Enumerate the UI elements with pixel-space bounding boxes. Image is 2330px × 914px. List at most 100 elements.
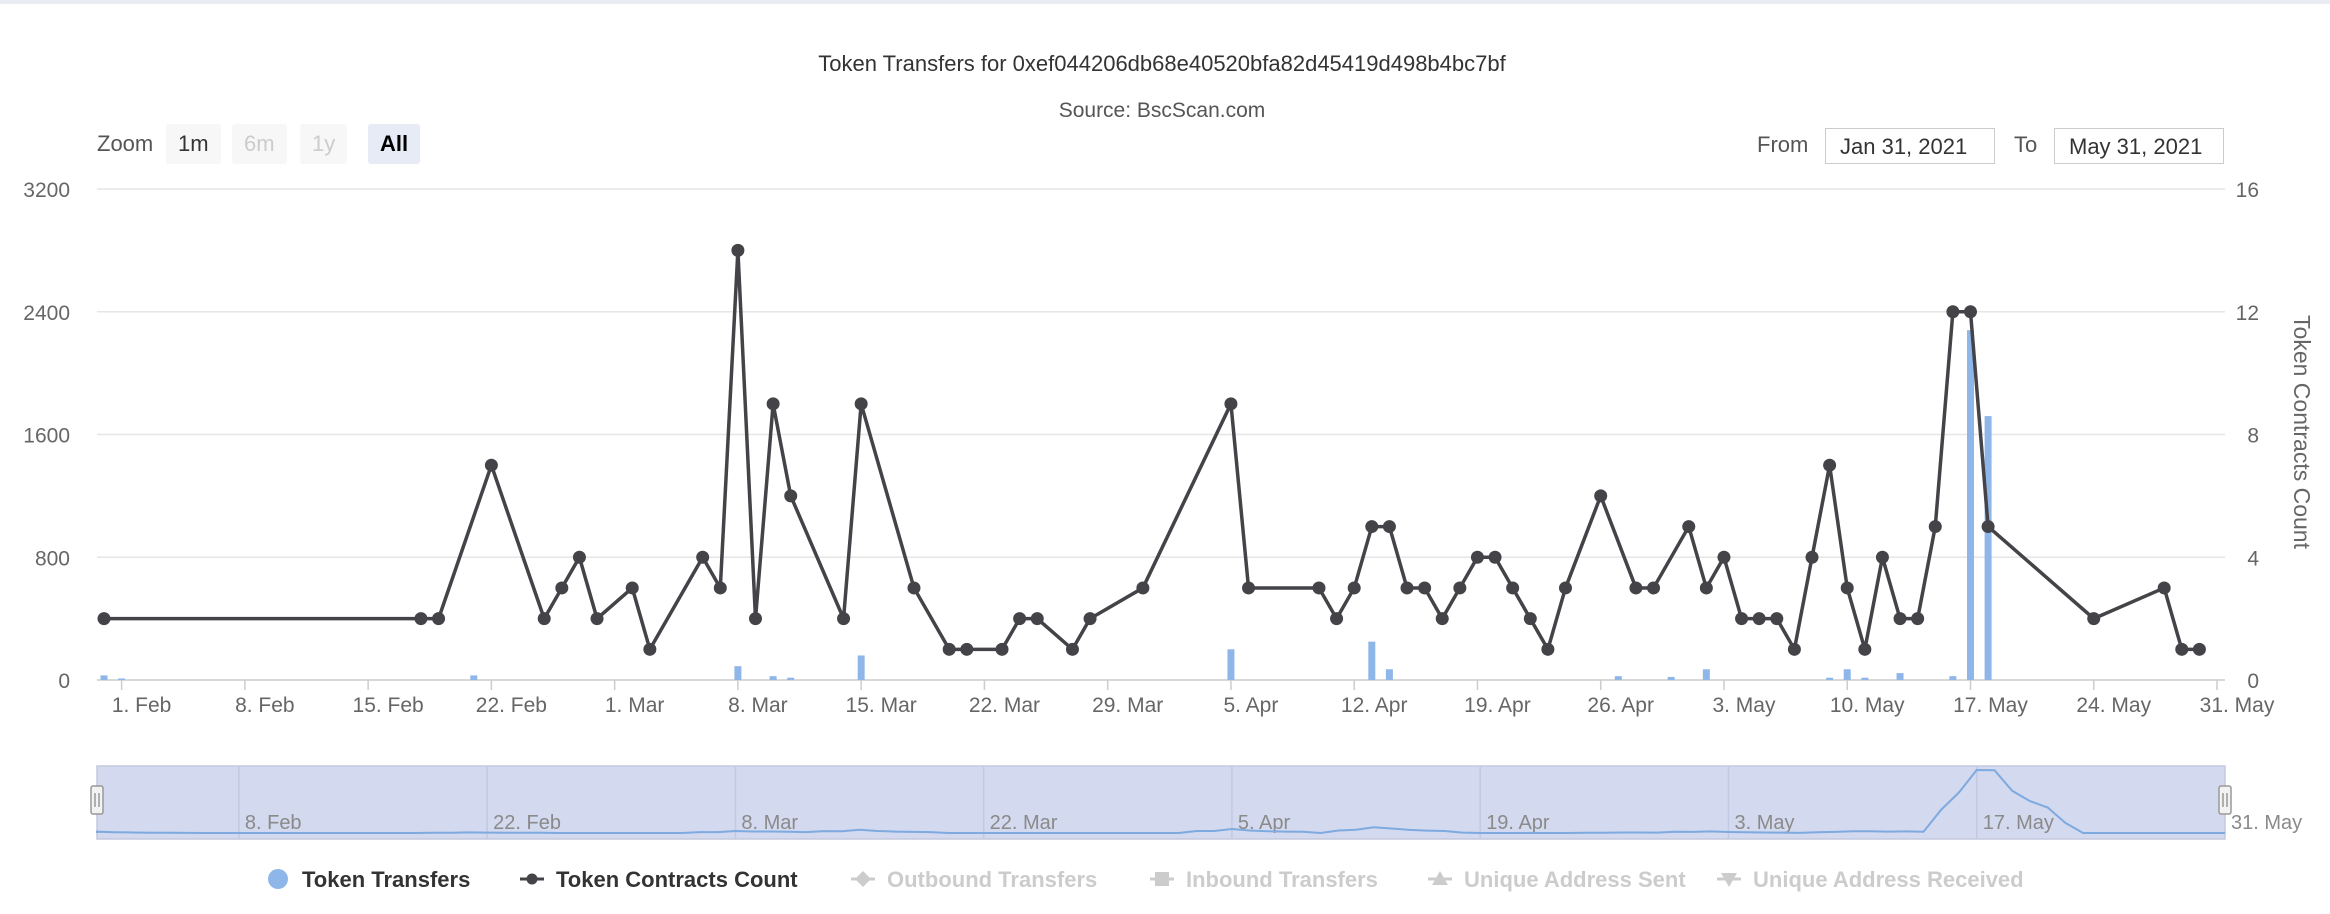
legend-item-unique-address-received[interactable]: Unique Address Received — [1717, 867, 2024, 892]
token-contracts-count-point[interactable] — [1400, 581, 1414, 595]
token-contracts-count-point[interactable] — [1594, 489, 1608, 503]
x-tick-label: 15. Feb — [353, 694, 424, 717]
token-contracts-count-point[interactable] — [1030, 612, 1044, 626]
token-contracts-count-point[interactable] — [1541, 642, 1555, 656]
token-contracts-count-point[interactable] — [1787, 642, 1801, 656]
token-contracts-count-point[interactable] — [942, 642, 956, 656]
navigator-right-handle[interactable] — [2218, 785, 2232, 815]
token-contracts-count-point[interactable] — [572, 550, 586, 564]
token-contracts-count-point[interactable] — [731, 243, 745, 257]
zoom-6m-button[interactable]: 6m — [232, 124, 287, 164]
token-contracts-count-point[interactable] — [1224, 397, 1238, 411]
token-contracts-count-point[interactable] — [1717, 550, 1731, 564]
navigator-handle-body[interactable] — [90, 785, 104, 815]
x-tick-label: 12. Apr — [1341, 694, 1408, 717]
range-from-label: From — [1757, 132, 1809, 157]
legend-item-token-transfers[interactable]: Token Transfers — [268, 867, 470, 892]
legend-item-token-contracts-count[interactable]: Token Contracts Count — [520, 867, 798, 892]
navigator-selection[interactable] — [96, 765, 2226, 840]
token-contracts-count-point[interactable] — [1083, 612, 1097, 626]
token-contracts-count-point[interactable] — [2192, 642, 2206, 656]
token-contracts-count-point[interactable] — [1928, 520, 1942, 534]
token-contracts-count-point[interactable] — [555, 581, 569, 595]
token-contracts-count-point[interactable] — [1858, 642, 1872, 656]
token-contracts-count-point[interactable] — [590, 612, 604, 626]
token-contracts-count-point[interactable] — [414, 612, 428, 626]
token-contracts-count-point[interactable] — [1946, 305, 1960, 319]
token-contracts-count-point[interactable] — [625, 581, 639, 595]
token-contracts-count-point[interactable] — [784, 489, 798, 503]
token-contracts-count-point[interactable] — [1752, 612, 1766, 626]
token-contracts-count-point[interactable] — [1805, 550, 1819, 564]
y-right-tick-label: 16 — [2236, 179, 2259, 202]
token-contracts-count-point[interactable] — [749, 612, 763, 626]
token-transfers-bar — [470, 675, 478, 680]
token-contracts-count-point[interactable] — [643, 642, 657, 656]
navigator[interactable]: 8. Feb 22. Feb 8. Mar 22. Mar 5. Apr 19. Apr 3… — [90, 765, 2302, 840]
token-contracts-count-point[interactable] — [1893, 612, 1907, 626]
token-contracts-count-point[interactable] — [432, 612, 446, 626]
zoom-1y-button[interactable]: 1y — [300, 124, 348, 164]
token-contracts-count-point[interactable] — [696, 550, 710, 564]
token-contracts-count-point[interactable] — [1963, 305, 1977, 319]
token-transfers-bar — [1966, 330, 1974, 680]
navigator-handle-body[interactable] — [2218, 785, 2232, 815]
range-to-input[interactable]: May 31, 2021 — [2054, 128, 2224, 164]
token-contracts-count-point[interactable] — [1823, 458, 1837, 472]
token-contracts-count-point[interactable] — [1840, 581, 1854, 595]
token-contracts-count-point[interactable] — [1418, 581, 1432, 595]
y-axis-left: 0 800 1600 2400 3200 — [23, 179, 70, 693]
token-contracts-count-point[interactable] — [1242, 581, 1256, 595]
x-tick-label: 15. Mar — [846, 694, 917, 717]
token-contracts-count-point[interactable] — [854, 397, 868, 411]
navigator-left-handle[interactable] — [90, 785, 104, 815]
token-contracts-count-point[interactable] — [484, 458, 498, 472]
token-contracts-count-point[interactable] — [1382, 520, 1396, 534]
range-from-input[interactable]: Jan 31, 2021 — [1825, 128, 1995, 164]
token-contracts-count-point[interactable] — [766, 397, 780, 411]
token-contracts-count-point[interactable] — [713, 581, 727, 595]
token-contracts-count-point[interactable] — [1136, 581, 1150, 595]
token-contracts-count-point[interactable] — [1470, 550, 1484, 564]
token-contracts-count-point[interactable] — [1558, 581, 1572, 595]
legend-item-inbound-transfers[interactable]: Inbound Transfers — [1150, 867, 1378, 892]
token-contracts-count-point[interactable] — [1875, 550, 1889, 564]
token-contracts-count-point[interactable] — [960, 642, 974, 656]
token-contracts-count-point[interactable] — [1312, 581, 1326, 595]
token-contracts-count-point[interactable] — [1699, 581, 1713, 595]
token-contracts-count-point[interactable] — [1330, 612, 1344, 626]
token-contracts-count-point[interactable] — [537, 612, 551, 626]
token-contracts-count-point[interactable] — [1065, 642, 1079, 656]
token-contracts-count-point[interactable] — [1488, 550, 1502, 564]
zoom-1m-button[interactable]: 1m — [166, 124, 221, 164]
legend-item-outbound-transfers[interactable]: Outbound Transfers — [851, 867, 1097, 892]
x-tick-label: 8. Mar — [728, 694, 788, 717]
token-contracts-count-point[interactable] — [1735, 612, 1749, 626]
x-tick-label: 24. May — [2076, 694, 2151, 717]
legend-symbol-circle — [268, 869, 288, 889]
token-contracts-count-point[interactable] — [1523, 612, 1537, 626]
token-transfers-bar — [787, 677, 795, 680]
token-contracts-count-point[interactable] — [1647, 581, 1661, 595]
token-contracts-count-point[interactable] — [2175, 642, 2189, 656]
token-contracts-count-point[interactable] — [995, 642, 1009, 656]
token-contracts-count-point[interactable] — [837, 612, 851, 626]
legend-item-unique-address-sent[interactable]: Unique Address Sent — [1428, 867, 1686, 892]
token-contracts-count-point[interactable] — [2087, 612, 2101, 626]
token-contracts-count-point[interactable] — [1682, 520, 1696, 534]
zoom-all-button[interactable]: All — [368, 124, 421, 164]
token-contracts-count-point[interactable] — [1365, 520, 1379, 534]
token-contracts-count-point[interactable] — [1981, 520, 1995, 534]
token-contracts-count-point[interactable] — [1453, 581, 1467, 595]
token-contracts-count-point[interactable] — [1506, 581, 1520, 595]
token-contracts-count-point[interactable] — [1435, 612, 1449, 626]
token-contracts-count-point[interactable] — [1013, 612, 1027, 626]
token-contracts-count-point[interactable] — [1911, 612, 1925, 626]
token-contracts-count-point[interactable] — [1629, 581, 1643, 595]
token-contracts-count-point[interactable] — [1347, 581, 1361, 595]
token-transfers-bar — [769, 676, 777, 680]
token-contracts-count-point[interactable] — [2157, 581, 2171, 595]
token-contracts-count-point[interactable] — [97, 612, 111, 626]
token-contracts-count-point[interactable] — [1770, 612, 1784, 626]
token-contracts-count-point[interactable] — [907, 581, 921, 595]
